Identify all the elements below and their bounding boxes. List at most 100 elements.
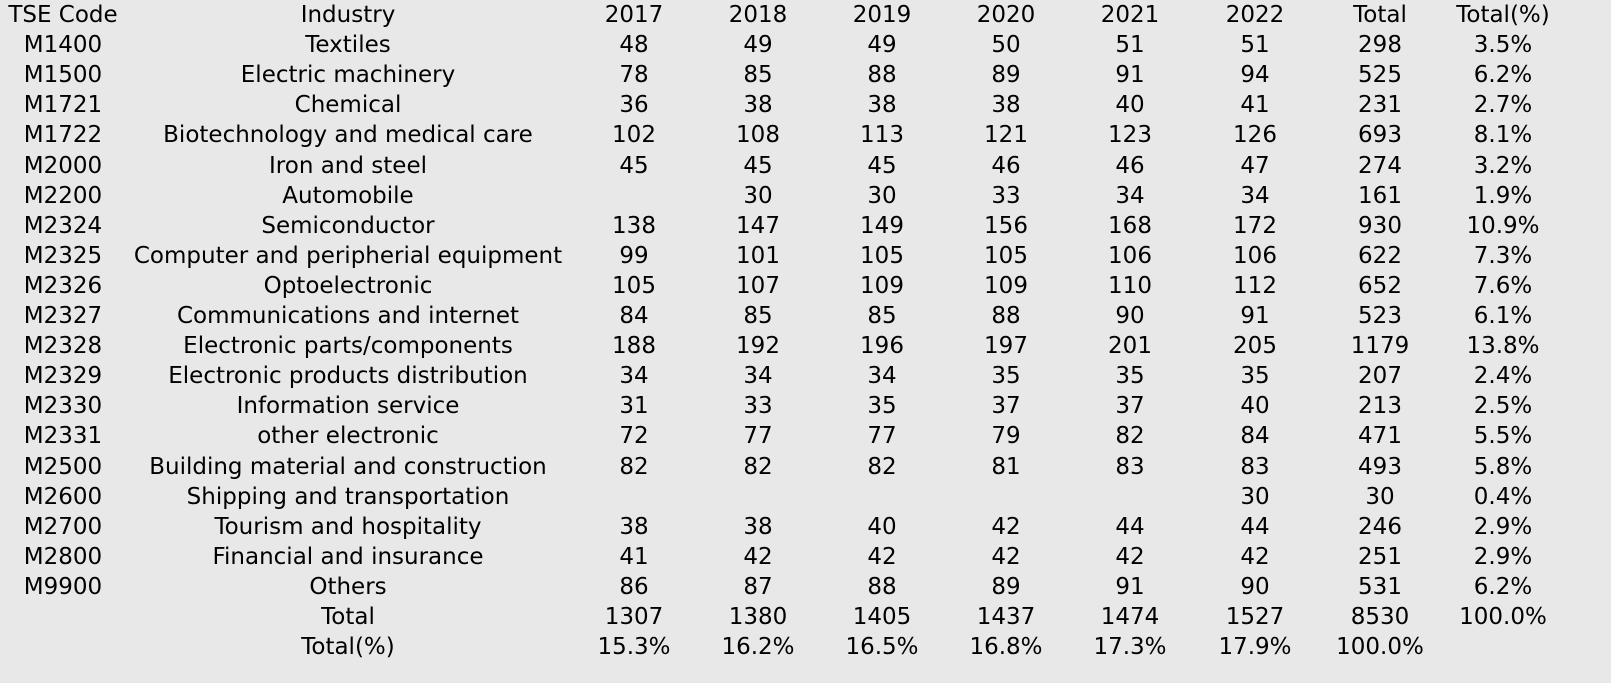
cell-2022: 91 [1240, 303, 1270, 329]
cell-2020: 121 [984, 122, 1028, 149]
cell-total: 298 [1358, 32, 1402, 59]
cell-2018: 107 [736, 272, 780, 299]
cell-total: 274 [1358, 152, 1402, 179]
cell-total: 161 [1358, 182, 1402, 209]
cell-industry: Communications and internet [176, 303, 520, 329]
cell-2022: 94 [1240, 62, 1270, 89]
cell-2019: 42 [867, 543, 897, 570]
cell-total: 622 [1358, 242, 1402, 269]
cell-industry: Tourism and hospitality [214, 513, 482, 540]
cell-total-pct: 6.2% [1473, 62, 1533, 89]
cell-total: 251 [1358, 543, 1402, 570]
cell-industry: Iron and steel [269, 152, 427, 179]
cell-2018: 38 [743, 92, 773, 119]
cell-2022: 42 [1240, 543, 1270, 570]
cell-total-pct: 7.3% [1473, 242, 1533, 269]
cell-2020: 79 [991, 423, 1021, 450]
cell-total: 231 [1358, 92, 1402, 119]
cell-2022: 83 [1240, 453, 1270, 480]
cell-2021: 201 [1108, 333, 1152, 360]
cell-total-pct: 10.9% [1466, 212, 1540, 239]
cell-2017: 45 [619, 152, 649, 179]
cell-total: 930 [1358, 212, 1402, 239]
cell-2022: 205 [1233, 333, 1277, 360]
cell-2017: 36 [619, 92, 649, 119]
cell-total: 525 [1358, 62, 1402, 89]
cell-total: 30 [1365, 483, 1395, 510]
cell-2020: 105 [984, 242, 1028, 269]
cell-2021: 40 [1115, 92, 1145, 119]
table-row: M1722 Biotechnology and medical care 102 10… [0, 120, 1611, 151]
table-row: M2326 Optoelectronic 105 107 109 109 110 112 652… [0, 271, 1611, 302]
cell-total: 207 [1358, 363, 1402, 390]
cell-2017: 138 [612, 212, 656, 239]
cell-tse-code: M2327 [23, 303, 103, 329]
cell-2020: 38 [991, 92, 1021, 119]
cell-industry: Automobile [282, 182, 414, 209]
cell-total-pct: 3.5% [1473, 32, 1533, 59]
cell-2021: 37 [1115, 393, 1145, 420]
cell-industry: Industry [300, 2, 396, 28]
cell-2019: 45 [867, 152, 897, 179]
cell-tse-code: M2325 [23, 242, 103, 269]
cell-2020: 46 [991, 152, 1021, 179]
cell-total: 100.0% [1336, 634, 1424, 661]
cell-2019: 88 [867, 62, 897, 89]
cell-2017: 82 [619, 453, 649, 480]
cell-total-pct: 13.8% [1466, 333, 1540, 360]
cell-2018: 77 [743, 423, 773, 450]
cell-industry: Shipping and transportation [186, 483, 510, 510]
cell-total-pct: 2.5% [1473, 393, 1533, 420]
table-row: M2500 Building material and construction 8… [0, 452, 1611, 483]
cell-2017: 48 [619, 32, 649, 59]
cell-industry: Computer and peripherial equipment [133, 242, 563, 269]
cell-2020: 197 [984, 333, 1028, 360]
cell-2021: 168 [1108, 212, 1152, 239]
cell-tse-code: M1722 [23, 122, 103, 149]
cell-tse-code: M1400 [23, 32, 103, 59]
cell-industry: Electronic parts/components [183, 333, 513, 360]
cell-2021: 35 [1115, 363, 1145, 390]
cell-total: 652 [1358, 272, 1402, 299]
cell-2018: 2018 [728, 2, 788, 28]
cell-total-pct: 8.1% [1473, 122, 1533, 149]
cell-2021: 17.3% [1093, 634, 1167, 661]
cell-2022: 44 [1240, 513, 1270, 540]
cell-industry: Electronic products distribution [168, 363, 528, 390]
cell-2018: 108 [736, 122, 780, 149]
table-row: M2328 Electronic parts/components 188 192 19… [0, 331, 1611, 362]
table-row: M9900 Others 86 87 88 89 91 90 531 6.2% [0, 572, 1611, 603]
cell-2021: 83 [1115, 453, 1145, 480]
cell-2017: 31 [619, 393, 649, 420]
cell-2020: 88 [991, 303, 1021, 329]
cell-total: 531 [1358, 573, 1402, 600]
cell-tse-code: M2700 [23, 513, 103, 540]
cell-2017: 99 [619, 242, 649, 269]
cell-2017: 2017 [604, 2, 664, 28]
cell-2019: 35 [867, 393, 897, 420]
cell-total: 523 [1358, 303, 1402, 329]
header-row: TSE Code Industry 2017 2018 2019 2020 2021 2022… [0, 0, 1611, 31]
cell-2021: 106 [1108, 242, 1152, 269]
cell-2021: 82 [1115, 423, 1145, 450]
cell-2020: 81 [991, 453, 1021, 480]
cell-2020: 1437 [976, 604, 1036, 630]
cell-total-pct: 7.6% [1473, 272, 1533, 299]
cell-industry: Total [321, 604, 375, 630]
cell-industry: Others [309, 573, 387, 600]
cell-2018: 85 [743, 62, 773, 89]
cell-2019: 77 [867, 423, 897, 450]
cell-2019: 109 [860, 272, 904, 299]
table-row: M2000 Iron and steel 45 45 45 46 46 47 274 3.2% [0, 151, 1611, 182]
table-row: M1721 Chemical 36 38 38 38 40 41 231 2.7% [0, 90, 1611, 121]
cell-2021: 123 [1108, 122, 1152, 149]
cell-2018: 85 [743, 303, 773, 329]
cell-tse-code: M2326 [23, 272, 103, 299]
table-row: M2331 other electronic 72 77 77 79 82 84 471 5.5% [0, 421, 1611, 452]
cell-industry: Biotechnology and medical care [163, 122, 533, 149]
cell-total-pct: 3.2% [1473, 152, 1533, 179]
cell-total: 471 [1358, 423, 1402, 450]
cell-industry: Financial and insurance [212, 543, 484, 570]
cell-industry: Building material and construction [149, 453, 547, 480]
